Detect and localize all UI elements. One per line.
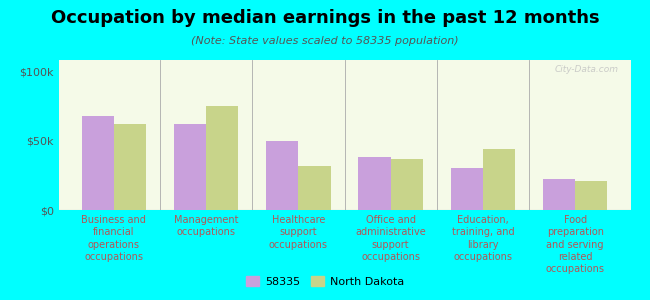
- Bar: [81, 116, 114, 210]
- Bar: [575, 181, 608, 210]
- Bar: [450, 168, 483, 210]
- Bar: [483, 149, 515, 210]
- Bar: [298, 166, 331, 210]
- Bar: [391, 159, 423, 210]
- Bar: [174, 124, 206, 210]
- Text: (Note: State values scaled to 58335 population): (Note: State values scaled to 58335 popu…: [191, 36, 459, 46]
- Bar: [358, 157, 391, 210]
- Text: City-Data.com: City-Data.com: [555, 64, 619, 74]
- Bar: [206, 106, 239, 210]
- Legend: 58335, North Dakota: 58335, North Dakota: [241, 272, 409, 291]
- Text: Occupation by median earnings in the past 12 months: Occupation by median earnings in the pas…: [51, 9, 599, 27]
- Bar: [266, 141, 298, 210]
- Bar: [543, 179, 575, 210]
- Bar: [114, 124, 146, 210]
